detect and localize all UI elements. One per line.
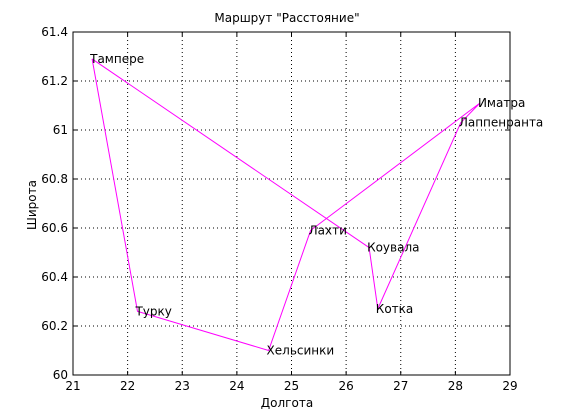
y-tick-label: 60 (53, 368, 68, 382)
y-tick-label: 61.4 (41, 25, 68, 39)
x-tick-label: 23 (175, 379, 190, 393)
x-tick-label: 25 (284, 379, 299, 393)
x-tick-label: 24 (229, 379, 244, 393)
city-label: Лаппенранта (459, 116, 543, 130)
y-tick-label: 61.2 (41, 74, 68, 88)
x-tick-label: 28 (448, 379, 463, 393)
y-tick-label: 60.2 (41, 319, 68, 333)
x-tick-label: 29 (502, 379, 517, 393)
x-tick-label: 22 (120, 379, 135, 393)
y-tick-label: 60.4 (41, 270, 68, 284)
x-tick-label: 21 (65, 379, 80, 393)
y-tick-label: 60.6 (41, 221, 68, 235)
x-tick-label: 27 (393, 379, 408, 393)
grid (73, 32, 510, 375)
chart-title: Маршрут "Расстояние" (214, 11, 359, 25)
x-tick-label: 26 (338, 379, 353, 393)
x-axis-label: Долгота (261, 396, 313, 410)
city-label: Лахти (309, 223, 347, 237)
city-label: Тампере (89, 52, 144, 66)
city-labels: Тампере Коувала Котка Лаппенранта Иматра Лахт… (89, 52, 543, 358)
city-label: Хельсинки (267, 344, 335, 358)
axis-tick-labels: 21 22 23 24 25 26 27 28 29 60 60.2 60.4 60.6 60.8 61 61… (41, 25, 517, 393)
city-label: Иматра (478, 96, 525, 110)
city-label: Коувала (367, 241, 419, 255)
y-tick-label: 60.8 (41, 172, 68, 186)
y-tick-label: 61 (53, 123, 68, 137)
route-line (91, 58, 481, 352)
axis-ticks (72, 31, 511, 376)
city-label: Котка (376, 302, 413, 316)
city-label: Турку (134, 304, 171, 318)
y-axis-label: Широта (25, 180, 39, 230)
